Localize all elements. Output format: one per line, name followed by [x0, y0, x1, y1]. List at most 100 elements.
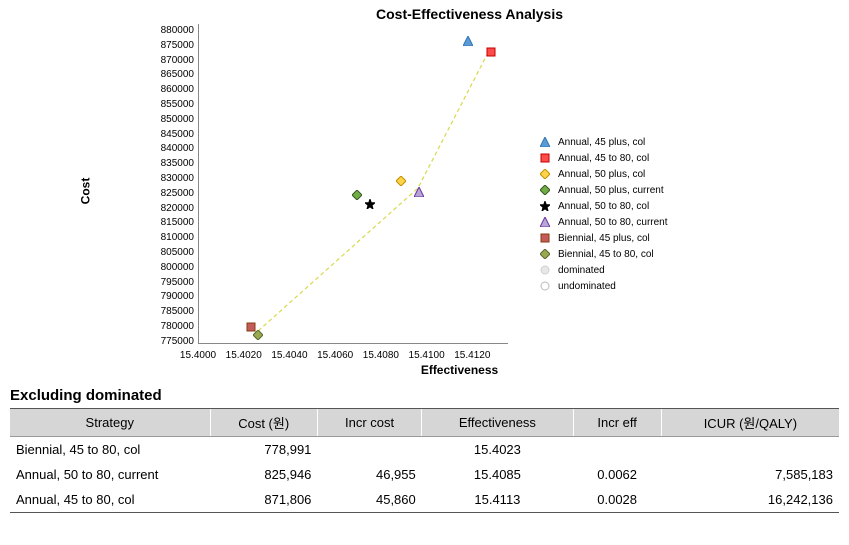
data-point — [396, 173, 406, 183]
x-tick: 15.4000 — [175, 350, 221, 361]
x-tick: 15.4100 — [404, 350, 450, 361]
legend-label: Biennial, 45 plus, col — [558, 233, 650, 244]
table-col-header: ICUR (원/QALY) — [661, 408, 839, 436]
legend-marker-icon — [538, 231, 552, 245]
table-col-header: Effectiveness — [422, 408, 573, 436]
table-cell: Biennial, 45 to 80, col — [10, 436, 210, 462]
legend-label: Annual, 50 to 80, col — [558, 201, 649, 212]
x-axis-ticks: 15.400015.402015.404015.406015.408015.41… — [198, 350, 518, 361]
y-tick: 860000 — [148, 83, 194, 98]
y-axis-label: Cost — [78, 178, 92, 205]
y-tick: 870000 — [148, 54, 194, 69]
x-axis-label: Effectiveness — [70, 361, 849, 383]
legend-marker-icon — [538, 183, 552, 197]
table-row: Biennial, 45 to 80, col778,991 15.4023 — [10, 436, 839, 462]
y-tick: 825000 — [148, 187, 194, 202]
y-axis-label-col: Cost — [0, 24, 30, 198]
table-cell: 825,946 — [210, 462, 317, 487]
table-row: Annual, 45 to 80, col871,80645,86015.411… — [10, 487, 839, 513]
legend-marker-icon — [538, 247, 552, 261]
y-tick: 780000 — [148, 320, 194, 335]
legend-label: Annual, 50 plus, current — [558, 185, 664, 196]
table-cell: 778,991 — [210, 436, 317, 462]
legend-item: Annual, 50 to 80, col — [538, 198, 668, 214]
table-cell: 15.4085 — [422, 462, 573, 487]
table-cell: 16,242,136 — [661, 487, 839, 513]
results-table: StrategyCost (원)Incr costEffectivenessIn… — [10, 408, 839, 513]
table-section-title: Excluding dominated — [10, 387, 839, 404]
y-tick: 785000 — [148, 305, 194, 320]
data-point — [414, 184, 424, 194]
table-body: Biennial, 45 to 80, col778,99115.4023Ann… — [10, 436, 839, 512]
y-tick: 775000 — [148, 335, 194, 350]
table-cell: 45,860 — [317, 487, 421, 513]
legend-marker-icon — [538, 135, 552, 149]
legend-label: Annual, 50 plus, col — [558, 169, 645, 180]
legend-label: undominated — [558, 281, 616, 292]
legend-item: Annual, 45 plus, col — [538, 134, 668, 150]
y-tick: 835000 — [148, 157, 194, 172]
legend-label: Biennial, 45 to 80, col — [558, 249, 654, 260]
table-cell: 15.4113 — [422, 487, 573, 513]
legend-item: Annual, 45 to 80, col — [538, 150, 668, 166]
table-col-header: Strategy — [10, 408, 210, 436]
table-cell: Annual, 45 to 80, col — [10, 487, 210, 513]
table-row: Annual, 50 to 80, current825,94646,95515… — [10, 462, 839, 487]
y-tick: 845000 — [148, 128, 194, 143]
x-tick: 15.4020 — [221, 350, 267, 361]
legend-label: Annual, 45 to 80, col — [558, 153, 649, 164]
y-tick: 810000 — [148, 231, 194, 246]
chart-title: Cost-Effectiveness Analysis — [0, 0, 849, 24]
y-tick: 880000 — [148, 24, 194, 39]
y-tick: 795000 — [148, 276, 194, 291]
cea-chart: Cost-Effectiveness Analysis Cost 8800008… — [0, 0, 849, 383]
legend-item: Annual, 50 to 80, current — [538, 214, 668, 230]
legend-item: Annual, 50 plus, current — [538, 182, 668, 198]
y-tick: 830000 — [148, 172, 194, 187]
legend-item: undominated — [538, 278, 668, 294]
legend-marker-icon — [538, 279, 552, 293]
table-cell — [661, 436, 839, 462]
legend-item: Annual, 50 plus, col — [538, 166, 668, 182]
y-tick: 865000 — [148, 68, 194, 83]
y-tick: 815000 — [148, 216, 194, 231]
table-col-header: Cost (원) — [210, 408, 317, 436]
legend-marker-icon — [538, 167, 552, 181]
table-cell: 0.0028 — [573, 487, 661, 513]
legend-marker-icon — [538, 151, 552, 165]
legend-label: Annual, 50 to 80, current — [558, 217, 668, 228]
legend-marker-icon — [538, 199, 552, 213]
plot-area — [198, 24, 508, 344]
legend: Annual, 45 plus, col Annual, 45 to 80, co… — [538, 134, 668, 294]
y-tick: 840000 — [148, 142, 194, 157]
y-tick: 790000 — [148, 290, 194, 305]
y-tick: 820000 — [148, 202, 194, 217]
y-tick: 850000 — [148, 113, 194, 128]
x-tick: 15.4060 — [312, 350, 358, 361]
table-cell: Annual, 50 to 80, current — [10, 462, 210, 487]
table-cell: 871,806 — [210, 487, 317, 513]
table-col-header: Incr eff — [573, 408, 661, 436]
x-tick: 15.4040 — [267, 350, 313, 361]
table-cell — [317, 436, 421, 462]
data-point — [463, 33, 473, 43]
legend-marker-icon — [538, 263, 552, 277]
legend-item: Biennial, 45 plus, col — [538, 230, 668, 246]
legend-marker-icon — [538, 215, 552, 229]
legend-item: Biennial, 45 to 80, col — [538, 246, 668, 262]
data-point — [486, 44, 496, 54]
results-table-section: Excluding dominated StrategyCost (원)Incr… — [0, 383, 849, 523]
table-cell: 15.4023 — [422, 436, 573, 462]
table-cell: 46,955 — [317, 462, 421, 487]
legend-label: dominated — [558, 265, 605, 276]
y-tick: 875000 — [148, 39, 194, 54]
y-tick: 855000 — [148, 98, 194, 113]
legend-label: Annual, 45 plus, col — [558, 137, 645, 148]
table-cell: 0.0062 — [573, 462, 661, 487]
table-cell — [573, 436, 661, 462]
y-tick: 805000 — [148, 246, 194, 261]
data-point — [365, 196, 375, 206]
x-tick: 15.4120 — [449, 350, 495, 361]
x-tick: 15.4080 — [358, 350, 404, 361]
table-cell: 7,585,183 — [661, 462, 839, 487]
